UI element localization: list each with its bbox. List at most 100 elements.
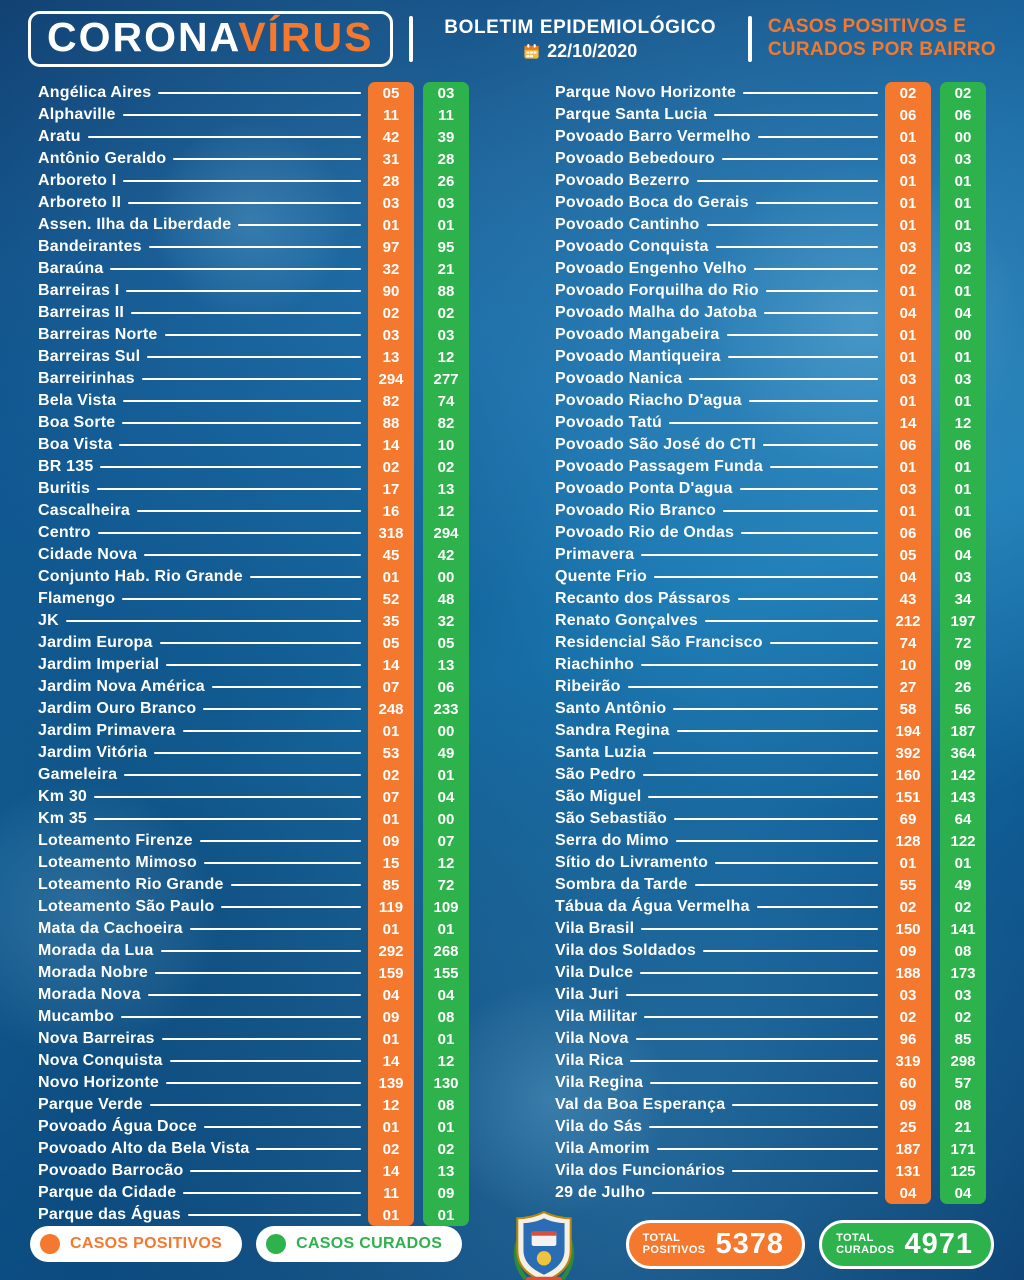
bairro-row: Povoado Cantinho 01 01: [555, 214, 986, 236]
positive-count: 03: [368, 192, 414, 214]
leader-line: [147, 356, 361, 358]
bulletin-block: BOLETIM EPIDEMIOLÓGICO 22/10/2020: [429, 17, 732, 62]
bairro-row: Boa Sorte 88 82: [38, 412, 469, 434]
cured-count: 03: [423, 192, 469, 214]
leader-line: [743, 92, 878, 94]
cured-count: 130: [423, 1072, 469, 1094]
positive-count: 06: [885, 434, 931, 456]
bairro-row: Residencial São Francisco 74 72: [555, 632, 986, 654]
positive-count: 14: [368, 434, 414, 456]
cured-count: 04: [423, 984, 469, 1006]
bairro-row: Vila Brasil 150 141: [555, 918, 986, 940]
cured-count: 01: [423, 1204, 469, 1226]
cured-count: 155: [423, 962, 469, 984]
leader-line: [238, 224, 361, 226]
bairro-name: Antônio Geraldo: [38, 150, 167, 167]
positive-count: 02: [885, 896, 931, 918]
positive-count: 06: [885, 104, 931, 126]
positive-count: 43: [885, 588, 931, 610]
positive-count: 392: [885, 742, 931, 764]
right-column: Parque Novo Horizonte 02 02 Parque Santa Lu…: [555, 82, 986, 1226]
cured-count: 109: [423, 896, 469, 918]
leader-line: [183, 1192, 361, 1194]
leader-line: [732, 1104, 878, 1106]
leader-line: [753, 268, 878, 270]
positive-count: 02: [368, 1138, 414, 1160]
leader-line: [649, 1126, 878, 1128]
bairro-name: Mata da Cachoeira: [38, 920, 183, 937]
leader-line: [164, 334, 361, 336]
positive-count: 188: [885, 962, 931, 984]
cured-count: 04: [423, 786, 469, 808]
cured-count: 06: [940, 104, 986, 126]
bairro-name: Novo Horizonte: [38, 1074, 160, 1091]
bairro-row: Povoado Rio de Ondas 06 06: [555, 522, 986, 544]
leader-line: [653, 576, 878, 578]
leader-line: [769, 642, 878, 644]
bairro-name: Povoado Engenho Velho: [555, 260, 747, 277]
leader-line: [154, 972, 361, 974]
cured-count: 48: [423, 588, 469, 610]
bairro-row: Cidade Nova 45 42: [38, 544, 469, 566]
positive-count: 150: [885, 918, 931, 940]
positive-count: 58: [885, 698, 931, 720]
bairro-name: Povoado Ponta D'agua: [555, 480, 733, 497]
leader-line: [641, 554, 878, 556]
positive-count: 05: [885, 544, 931, 566]
bairro-name: Recanto dos Pássaros: [555, 590, 731, 607]
positive-count: 09: [885, 1094, 931, 1116]
bairro-row: São Sebastião 69 64: [555, 808, 986, 830]
total-cured-pill: TOTAL CURADOS 4971: [819, 1219, 994, 1269]
positive-count: 25: [885, 1116, 931, 1138]
bairro-row: Loteamento Rio Grande 85 72: [38, 874, 469, 896]
leader-line: [669, 422, 878, 424]
cured-count: 26: [423, 170, 469, 192]
bairro-name: Km 30: [38, 788, 88, 805]
bairro-row: Barreiras Norte 03 03: [38, 324, 469, 346]
leader-line: [644, 1016, 878, 1018]
positive-count: 06: [885, 522, 931, 544]
bairro-name: Parque das Águas: [38, 1206, 181, 1223]
bairro-row: Jardim Europa 05 05: [38, 632, 469, 654]
bairro-name: Buritis: [38, 480, 91, 497]
bairro-row: Aratu 42 39: [38, 126, 469, 148]
bulletin-date: 22/10/2020: [547, 40, 638, 61]
bairro-row: Parque Novo Horizonte 02 02: [555, 82, 986, 104]
positive-count: 85: [368, 874, 414, 896]
cured-count: 01: [940, 192, 986, 214]
bairro-row: Vila Juri 03 03: [555, 984, 986, 1006]
leader-line: [166, 664, 361, 666]
header-divider: [408, 16, 413, 62]
bairro-row: JK 35 32: [38, 610, 469, 632]
bairro-name: Povoado Mangabeira: [555, 326, 720, 343]
cured-count: 11: [423, 104, 469, 126]
leader-line: [641, 928, 878, 930]
bairro-name: Loteamento São Paulo: [38, 898, 215, 915]
positive-count: 01: [885, 192, 931, 214]
bairro-row: Povoado Ponta D'agua 03 01: [555, 478, 986, 500]
bairro-row: Jardim Imperial 14 13: [38, 654, 469, 676]
cured-count: 01: [940, 214, 986, 236]
cured-count: 173: [940, 962, 986, 984]
positive-count: 04: [885, 302, 931, 324]
leader-line: [203, 1126, 361, 1128]
leader-line: [627, 686, 878, 688]
positive-count: 97: [368, 236, 414, 258]
leader-line: [141, 378, 361, 380]
cured-count: 197: [940, 610, 986, 632]
cured-count: 03: [423, 324, 469, 346]
bairro-row: Centro 318 294: [38, 522, 469, 544]
bairro-row: Parque Santa Lucia 06 06: [555, 104, 986, 126]
cured-count: 02: [940, 1006, 986, 1028]
leader-line: [737, 598, 878, 600]
leader-line: [122, 114, 361, 116]
total-positive-label-line1: TOTAL: [642, 1231, 681, 1244]
leader-line: [149, 1104, 361, 1106]
leader-line: [726, 334, 878, 336]
bairro-row: Nova Barreiras 01 01: [38, 1028, 469, 1050]
bairro-row: Povoado Bezerro 01 01: [555, 170, 986, 192]
title-corona: CORONA: [47, 13, 239, 60]
positive-count: 60: [885, 1072, 931, 1094]
bairro-name: Assen. Ilha da Liberdade: [38, 216, 232, 233]
